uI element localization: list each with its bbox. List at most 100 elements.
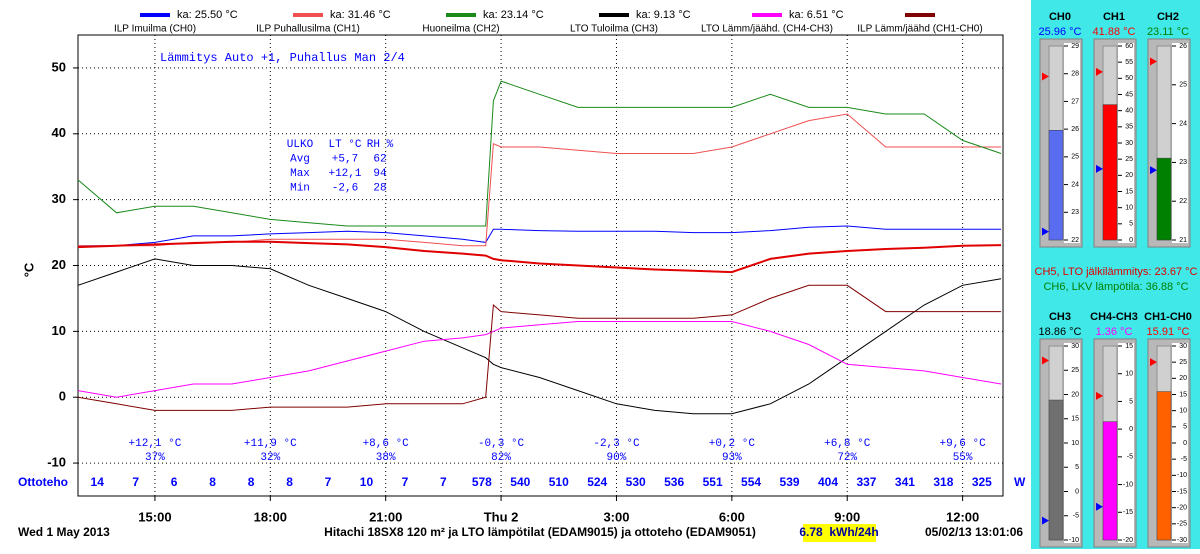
weather-temp: -2,3 °C bbox=[593, 438, 640, 450]
power-value: 539 bbox=[780, 475, 800, 489]
legend-name: ILP Imuilma (CH0) bbox=[114, 24, 196, 35]
gauge-fill bbox=[1048, 399, 1064, 541]
gauge-fill bbox=[1156, 157, 1172, 241]
gauge-tick-label: 0 bbox=[1129, 426, 1133, 433]
outdoor-cell: LT °C bbox=[328, 139, 361, 151]
y-tick-label: 0 bbox=[59, 389, 66, 404]
gauge-tick-label: 50 bbox=[1125, 75, 1133, 82]
y-tick-label: 20 bbox=[52, 257, 66, 272]
footer-title: Hitachi 18SX8 120 m² ja LTO lämpötilat (… bbox=[324, 525, 756, 539]
x-tick-label: 21:00 bbox=[369, 509, 402, 524]
outdoor-cell: -2,6 bbox=[332, 182, 358, 194]
gauge-tick-label: 15 bbox=[1125, 343, 1133, 350]
x-tick-label: 3:00 bbox=[603, 509, 629, 524]
gauge-tick-label: -25 bbox=[1177, 521, 1187, 528]
power-value: 6 bbox=[171, 475, 178, 489]
power-value: 8 bbox=[209, 475, 216, 489]
side-note: CH6, LKV lämpötila: 36.88 °C bbox=[1043, 281, 1188, 293]
weather-temp: +9,6 °C bbox=[940, 438, 987, 450]
gauge-tick-label: 30 bbox=[1125, 140, 1133, 147]
power-value: 341 bbox=[895, 475, 915, 489]
gauge-name: CH2 bbox=[1157, 11, 1179, 23]
gauge-tick-label: 24 bbox=[1071, 181, 1079, 188]
gauge-tick-label: -5 bbox=[1181, 456, 1187, 463]
outdoor-cell: +12,1 bbox=[328, 168, 361, 180]
series-line bbox=[77, 321, 1002, 398]
series-line bbox=[77, 284, 1002, 411]
x-tick-label: 12:00 bbox=[946, 509, 979, 524]
power-unit: W bbox=[1014, 475, 1026, 489]
weather-temp: +6,8 °C bbox=[824, 438, 871, 450]
power-value: 536 bbox=[664, 475, 684, 489]
power-value: 325 bbox=[972, 475, 992, 489]
weather-temp: +0,2 °C bbox=[709, 438, 756, 450]
gauge-min-marker bbox=[1096, 164, 1103, 173]
gauge-tick-label: 35 bbox=[1125, 124, 1133, 131]
gauge-tick-label: 25 bbox=[1071, 154, 1079, 161]
gauge-tick-label: 26 bbox=[1071, 126, 1079, 133]
outdoor-cell: Max bbox=[290, 168, 310, 180]
gauge-value: 15.91 °C bbox=[1147, 326, 1190, 338]
gauge-name: CH4-CH3 bbox=[1090, 311, 1138, 323]
outdoor-cell: Min bbox=[290, 182, 310, 194]
gauge-fill bbox=[1048, 130, 1064, 241]
power-value: 404 bbox=[818, 475, 838, 489]
gauge-tick-label: 29 bbox=[1071, 43, 1079, 50]
power-value: 10 bbox=[360, 475, 374, 489]
power-value: 7 bbox=[325, 475, 332, 489]
power-value: 540 bbox=[510, 475, 530, 489]
weather-rh: 82% bbox=[491, 452, 511, 464]
weather-rh: 37% bbox=[145, 452, 165, 464]
y-tick-label: 30 bbox=[52, 191, 66, 206]
gauge-tick-label: 10 bbox=[1071, 440, 1079, 447]
gauge-min-marker bbox=[1096, 502, 1103, 511]
power-value: 510 bbox=[549, 475, 569, 489]
series-line bbox=[77, 258, 1002, 415]
gauge-tick-label: 45 bbox=[1125, 91, 1133, 98]
gauge-fill bbox=[1102, 104, 1118, 241]
x-tick-label: 18:00 bbox=[254, 509, 287, 524]
power-value: 318 bbox=[933, 475, 953, 489]
gauge-scale bbox=[1064, 43, 1080, 243]
gauge-tick-label: 10 bbox=[1125, 205, 1133, 212]
energy-box bbox=[803, 524, 876, 542]
gauge-tick-label: 0 bbox=[1183, 440, 1187, 447]
power-value: 551 bbox=[703, 475, 723, 489]
gauge-tick-label: 0 bbox=[1075, 488, 1079, 495]
weather-rh: 32% bbox=[260, 452, 280, 464]
weather-temp: -0,3 °C bbox=[478, 438, 525, 450]
legend-name: LTO Tuloilma (CH3) bbox=[570, 24, 658, 35]
gauge-tick-label: 40 bbox=[1125, 108, 1133, 115]
gauge-tick-label: 0 bbox=[1129, 237, 1133, 244]
gauge-tick-label: 25 bbox=[1071, 367, 1079, 374]
gauge-max-marker bbox=[1042, 356, 1049, 365]
gauge-tick-label: 21 bbox=[1179, 237, 1187, 244]
gauge-tick-label: -10 bbox=[1177, 472, 1187, 479]
gauge-min-marker bbox=[1042, 516, 1049, 525]
x-tick-label: Thu 2 bbox=[484, 509, 519, 524]
gauge-tick-label: 5 bbox=[1075, 464, 1079, 471]
y-tick-label: 50 bbox=[52, 59, 66, 74]
power-label: Ottoteho bbox=[18, 475, 68, 489]
gauge-tick-label: 26 bbox=[1179, 43, 1187, 50]
gauge-value: 1.36 °C bbox=[1096, 326, 1133, 338]
gauge-scale bbox=[1118, 43, 1134, 243]
gauge-tick-label: 30 bbox=[1179, 343, 1187, 350]
gauge-tick-label: 5 bbox=[1183, 424, 1187, 431]
gauge-tick-label: 25 bbox=[1179, 82, 1187, 89]
energy: 6.78 kWh/24h bbox=[799, 525, 878, 539]
gauge-tick-label: 10 bbox=[1125, 371, 1133, 378]
gauge-name: CH0 bbox=[1049, 11, 1071, 23]
gauge-value: 18.86 °C bbox=[1039, 326, 1082, 338]
power-value: 530 bbox=[626, 475, 646, 489]
outdoor-cell: +5,7 bbox=[332, 153, 358, 165]
gauge-tick-label: -10 bbox=[1123, 481, 1133, 488]
gauge-tick-label: 10 bbox=[1179, 408, 1187, 415]
gauge-max-marker bbox=[1096, 67, 1103, 76]
power-value: 7 bbox=[402, 475, 409, 489]
gauge-tick-label: 24 bbox=[1179, 120, 1187, 127]
weather-temp: +12,1 °C bbox=[129, 438, 182, 450]
gauge-scale bbox=[1064, 343, 1080, 543]
gauge-tick-label: 5 bbox=[1129, 221, 1133, 228]
gauge-tick-label: -20 bbox=[1177, 505, 1187, 512]
